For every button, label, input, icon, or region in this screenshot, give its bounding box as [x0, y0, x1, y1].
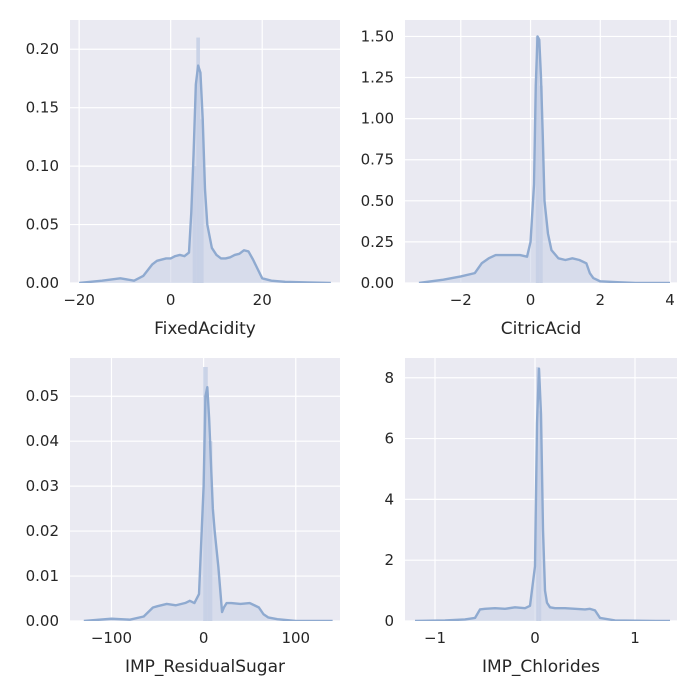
- subplot-residual-sugar: −100 0 100 0.00 0.01 0.02 0.03 0.04 0.05 IMP_Resi…: [26, 358, 340, 677]
- x-tick-label: 0: [166, 291, 176, 309]
- density-area: [415, 368, 670, 621]
- y-tick-label: 0.05: [26, 216, 59, 234]
- y-tick-label: 0.50: [361, 192, 394, 210]
- y-tick-label: 2: [384, 551, 394, 569]
- y-tick-label: 4: [384, 490, 394, 508]
- y-tick-label: 0.02: [26, 522, 59, 540]
- subplot-citric-acid: −2 0 2 4 0.00 0.25 0.50 0.75 1.00 1.25 1.50 CitricA…: [361, 20, 677, 339]
- y-tick-label: 0.00: [361, 274, 394, 292]
- y-tick-label: 0.75: [361, 151, 394, 169]
- y-tick-label: 0.25: [361, 233, 394, 251]
- y-tick-label: 0.10: [26, 157, 59, 175]
- x-tick-label: 2: [596, 291, 606, 309]
- density-area: [83, 387, 333, 621]
- x-tick-label: −1: [424, 629, 446, 647]
- subplot-chlorides: −1 0 1 0 2 4 6 8 IMP_Chlorides: [384, 358, 677, 677]
- y-tick-label: 0.15: [26, 99, 59, 117]
- x-axis-label: IMP_ResidualSugar: [125, 657, 285, 677]
- y-tick-label: 0.00: [26, 274, 59, 292]
- x-tick-label: −2: [450, 291, 472, 309]
- x-tick-label: 1: [630, 629, 640, 647]
- x-tick-label: 20: [253, 291, 272, 309]
- density-area: [418, 36, 671, 283]
- y-tick-label: 0.01: [26, 567, 59, 585]
- y-tick-label: 0.05: [26, 387, 59, 405]
- y-tick-label: 1.00: [361, 110, 394, 128]
- x-axis-label: FixedAcidity: [154, 319, 256, 339]
- y-tick-label: 0.20: [26, 40, 59, 58]
- density-line: [79, 64, 331, 283]
- y-tick-label: 6: [384, 430, 394, 448]
- density-line: [418, 35, 671, 283]
- x-tick-label: −100: [91, 629, 132, 647]
- y-tick-label: 1.50: [361, 27, 394, 45]
- y-tick-label: 0.04: [26, 432, 59, 450]
- density-line: [414, 367, 670, 621]
- y-tick-label: 1.25: [361, 69, 394, 87]
- subplot-fixed-acidity: −20 0 20 0.00 0.05 0.10 0.15 0.20 FixedAcidity: [26, 20, 340, 339]
- x-tick-label: 0: [526, 291, 536, 309]
- density-area: [79, 65, 331, 283]
- x-tick-label: 4: [665, 291, 675, 309]
- y-tick-label: 0: [384, 612, 394, 630]
- y-tick-label: 0.00: [26, 612, 59, 630]
- x-axis-label: IMP_Chlorides: [482, 657, 600, 677]
- x-tick-label: 100: [281, 629, 310, 647]
- y-tick-label: 0.03: [26, 477, 59, 495]
- x-tick-label: 0: [530, 629, 540, 647]
- x-axis-label: CitricAcid: [501, 319, 582, 339]
- density-line: [83, 386, 333, 621]
- y-tick-label: 8: [384, 369, 394, 387]
- x-tick-label: −20: [63, 291, 95, 309]
- x-tick-label: 0: [199, 629, 209, 647]
